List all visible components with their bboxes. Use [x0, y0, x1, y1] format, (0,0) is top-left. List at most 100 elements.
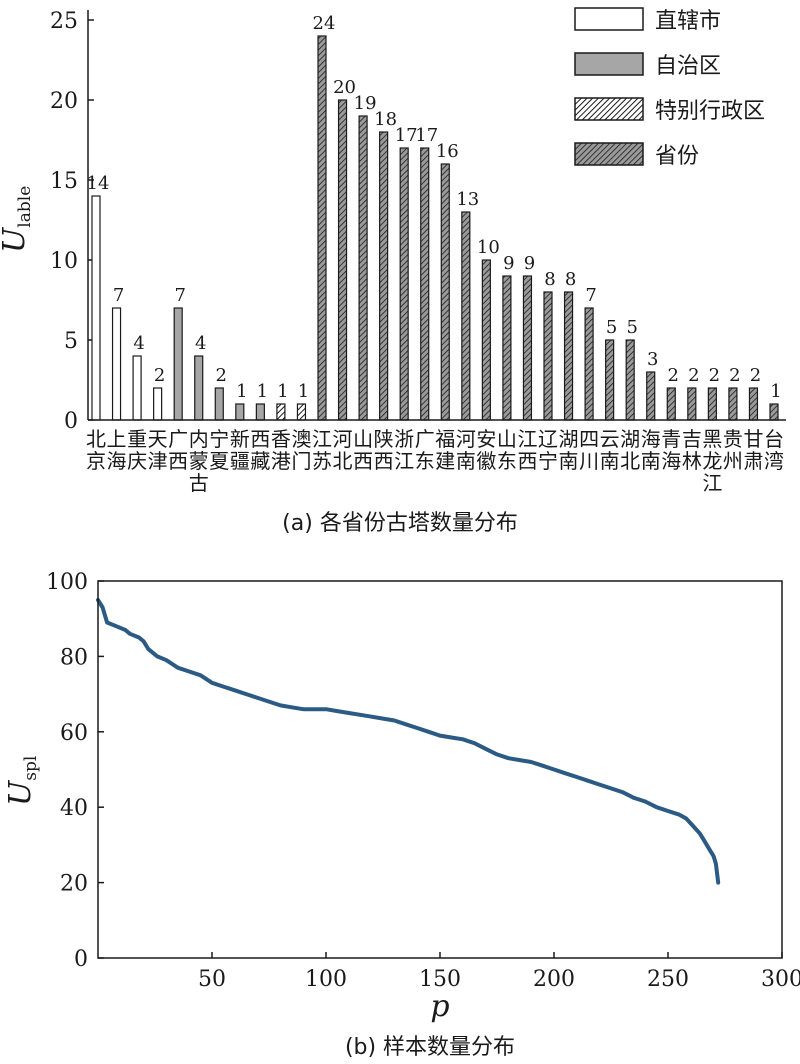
bar-21: [502, 275, 512, 421]
x-tick-label-b: 200: [533, 967, 575, 992]
category-label: 上海: [107, 427, 127, 473]
bar-22: [522, 275, 533, 421]
bar-value-label: 2: [216, 365, 227, 386]
x-tick-label-b: 50: [198, 967, 226, 992]
category-label: 香港: [271, 427, 291, 473]
legend-label-municipality: 直辖市: [655, 9, 721, 34]
bar-value-label: 17: [395, 125, 418, 146]
bar-value-label: 5: [606, 317, 617, 338]
bar-2: [111, 307, 122, 421]
category-label: 黑龙江: [702, 427, 722, 495]
bar-30: [687, 387, 697, 421]
plot-frame-b: [97, 580, 783, 959]
bar-value-label: 7: [174, 285, 185, 306]
bar-4: [153, 387, 163, 421]
bar-value-label: 10: [477, 237, 500, 258]
y-tick-label-a: 5: [64, 329, 78, 354]
category-label: 云南: [600, 427, 620, 473]
category-label: 澳门: [291, 427, 311, 473]
category-label: 北京: [86, 427, 106, 473]
bar-value-label: 20: [333, 77, 356, 98]
legend-label-province: 省份: [655, 144, 699, 169]
category-label: 陕西: [374, 427, 394, 473]
bar-value-label: 2: [750, 365, 761, 386]
bar-7: [214, 387, 224, 421]
x-axis-label-b: p: [430, 989, 449, 1024]
bar-value-label: 3: [647, 349, 658, 370]
bar-value-label: 1: [236, 381, 247, 402]
category-label: 辽宁: [538, 427, 558, 473]
x-tick-label-b: 100: [305, 967, 347, 992]
y-tick-label-a: 20: [50, 89, 78, 114]
bar-20: [481, 259, 491, 421]
category-label: 贵州: [723, 427, 743, 473]
category-label: 河北: [333, 427, 353, 473]
bar-value-label: 19: [354, 93, 377, 114]
y-tick-label-a: 25: [50, 9, 78, 34]
bar-13: [337, 99, 348, 421]
y-tick-label-b: 100: [46, 570, 88, 595]
category-label: 湖南: [559, 427, 579, 473]
category-label: 广西: [168, 427, 188, 473]
bar-8: [235, 403, 245, 421]
bar-25: [584, 307, 594, 421]
bar-value-label: 9: [524, 253, 535, 274]
bar-value-label: 8: [565, 269, 576, 290]
bar-28: [646, 371, 656, 421]
category-label: 湖北: [620, 427, 640, 473]
category-label: 重庆: [127, 427, 147, 473]
x-tick-label-b: 250: [647, 967, 689, 992]
bar-value-label: 8: [544, 269, 555, 290]
y-tick-label-a: 0: [64, 409, 78, 434]
bar-value-label: 9: [503, 253, 514, 274]
category-label: 海南: [641, 427, 661, 473]
category-label: 内蒙古: [189, 427, 209, 495]
bar-value-label: 5: [626, 317, 637, 338]
category-label: 江苏: [312, 427, 332, 473]
category-label: 广东: [415, 427, 435, 473]
category-label: 天津: [148, 427, 168, 473]
category-label: 山西: [353, 427, 373, 473]
category-label: 新疆: [230, 427, 250, 473]
legend-label-sar: 特别行政区: [655, 99, 765, 124]
x-tick-label-b: 300: [761, 967, 800, 992]
bar-32: [728, 387, 738, 421]
bar-value-label: 2: [154, 365, 165, 386]
bar-value-label: 7: [113, 285, 124, 306]
bar-5: [173, 307, 183, 421]
bar-10: [276, 403, 286, 421]
bar-17: [420, 147, 430, 421]
bar-value-label: 2: [688, 365, 699, 386]
bar-11: [296, 403, 307, 421]
bar-value-label: 1: [257, 381, 268, 402]
bar-19: [461, 211, 471, 421]
category-label: 江西: [517, 427, 537, 473]
bar-value-label: 13: [456, 189, 479, 210]
bar-value-label: 1: [277, 381, 288, 402]
bar-value-label: 1: [770, 381, 781, 402]
y-tick-label-a: 15: [50, 169, 78, 194]
category-label: 甘肃: [743, 427, 763, 473]
legend-label-autonomous: 自治区: [655, 54, 721, 79]
y-tick-label-b: 60: [60, 721, 88, 746]
bar-34: [769, 403, 779, 421]
y-tick-label-b: 80: [60, 645, 88, 670]
bar-3: [132, 355, 142, 421]
y-tick-label-b: 20: [60, 872, 88, 897]
bar-1: [91, 195, 101, 421]
category-label: 四川: [579, 427, 599, 473]
legend-swatch-sar: [574, 97, 644, 121]
bar-value-label: 14: [87, 173, 110, 194]
bar-value-label: 2: [668, 365, 679, 386]
legend-swatch-province: [574, 142, 644, 166]
category-label: 山东: [497, 427, 517, 473]
category-label: 安徽: [476, 427, 496, 473]
legend-swatch-autonomous: [574, 52, 644, 76]
line-chart-b: 0 20 40 60 80 100 50 100 150 200 250 300 Uspl p (b)…: [3, 570, 800, 1060]
bar-24: [563, 291, 574, 421]
legend-swatch-municipality: [574, 7, 644, 31]
bar-26: [605, 339, 615, 421]
